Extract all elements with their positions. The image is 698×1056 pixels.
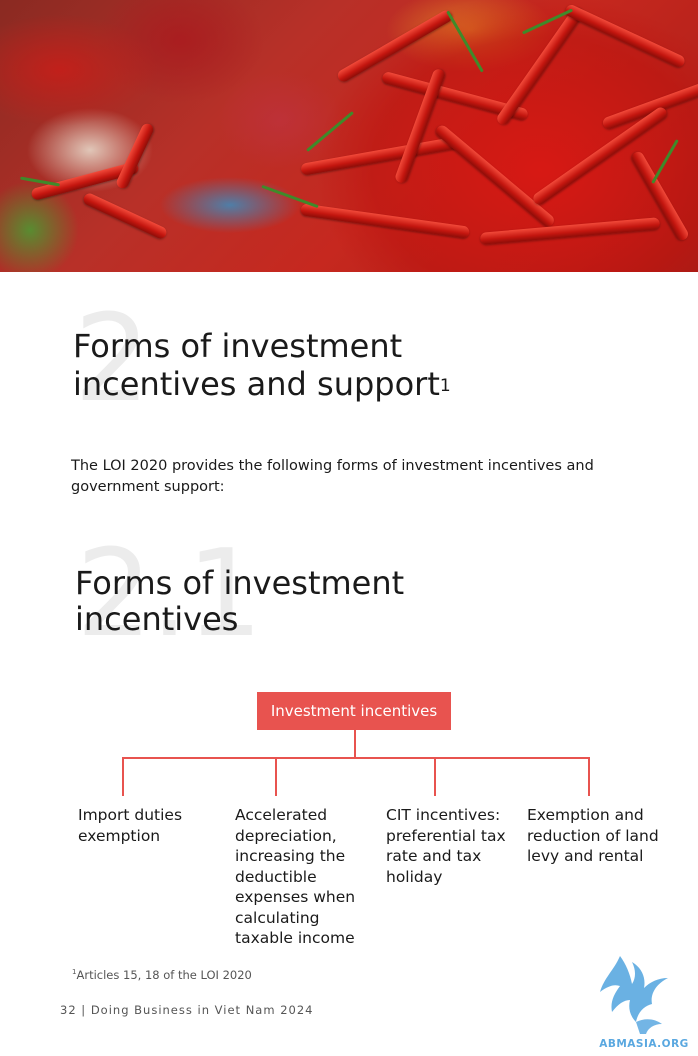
footnote-text: Articles 15, 18 of the LOI 2020 — [76, 968, 252, 982]
hero-image-chillies — [0, 0, 698, 272]
connector-drop-1 — [122, 757, 124, 796]
footnote: 1Articles 15, 18 of the LOI 2020 — [72, 968, 252, 982]
watermark-logo: ABMASIA.ORG — [592, 948, 696, 1052]
section-title: Forms of investment incentives and suppo… — [73, 327, 451, 403]
intro-paragraph: The LOI 2020 provides the following form… — [71, 458, 594, 495]
connector-drop-3 — [434, 757, 436, 796]
connector-trunk — [354, 730, 356, 758]
footnote-reference: 1 — [439, 376, 451, 396]
diagram-root-box: Investment incentives — [257, 692, 451, 730]
subsection-title-line2: incentives — [75, 600, 239, 638]
subsection-title-line1: Forms of investment — [75, 564, 405, 602]
subsection-number: 2.1 — [76, 525, 263, 664]
diagram-leaf-import-duties: Import duties exemption — [78, 806, 183, 845]
section-title-line1: Forms of investment — [73, 327, 403, 365]
connector-bar — [122, 757, 590, 759]
connector-drop-2 — [275, 757, 277, 796]
section-title-line2: incentives and support — [73, 365, 440, 403]
connector-drop-4 — [588, 757, 590, 796]
watermark-text: ABMASIA.ORG — [599, 1038, 689, 1050]
page-footer: 32 | Doing Business in Viet Nam 2024 — [60, 1003, 314, 1017]
subsection-title: Forms of investment incentives — [75, 565, 404, 637]
footnote-marker: 1 — [72, 968, 77, 977]
section-number: 2 — [74, 290, 151, 429]
diagram-leaf-cit-incentives: CIT incentives: preferential tax rate an… — [386, 806, 506, 886]
diagram-leaf-land-levy: Exemption and reduction of land levy and… — [527, 806, 659, 865]
diagram-leaf-accelerated-depreciation: Accelerated depreciation, increasing the… — [235, 806, 356, 947]
griffin-logo-icon: ABMASIA.ORG — [596, 956, 692, 1050]
